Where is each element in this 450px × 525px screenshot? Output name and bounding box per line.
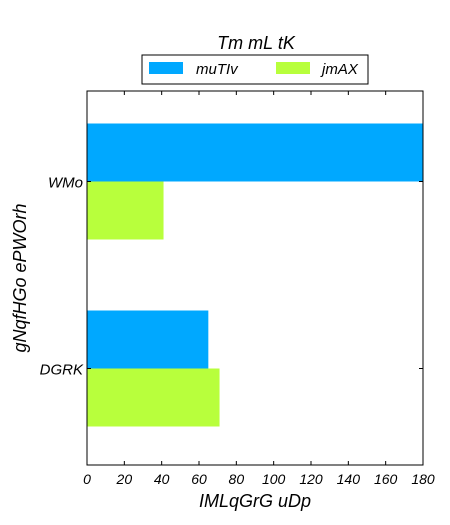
y-tick-label: WMo [48,175,83,192]
x-tick-label: 100 [262,471,286,487]
bars-group [87,123,423,427]
x-tick-label: 160 [374,471,398,487]
x-axis-label: IMLqGrG uDp [199,491,311,511]
chart-title: Tm mL tK [217,33,296,53]
legend-swatch-series-1 [276,62,310,74]
bar-WMo-series-0 [87,123,423,182]
x-tick-label: 80 [229,471,245,487]
legend-label-series-0: muTIv [196,61,239,78]
x-tick-label: 140 [337,471,361,487]
x-tick-label: 180 [411,471,435,487]
x-tick-label: 40 [154,471,170,487]
bar-DGRK-series-0 [87,310,209,369]
x-tick-label: 0 [83,471,91,487]
y-tick-label: DGRK [40,362,84,379]
x-axis-ticks: 0 20 40 60 80 100 120 140 160 180 [83,91,435,487]
legend: muTIv jmAX [141,54,369,85]
y-axis-label: gNqfHGo ePWOrh [10,203,30,352]
x-tick-label: 20 [116,471,133,487]
legend-label-series-1: jmAX [320,61,359,78]
x-tick-label: 60 [191,471,207,487]
x-tick-label: 120 [299,471,323,487]
bar-DGRK-series-1 [87,368,220,427]
bar-WMo-series-1 [87,181,164,240]
legend-swatch-series-0 [149,62,183,74]
y-axis-ticks: WMo DGRK [40,175,423,379]
plot-area-frame [86,90,424,466]
